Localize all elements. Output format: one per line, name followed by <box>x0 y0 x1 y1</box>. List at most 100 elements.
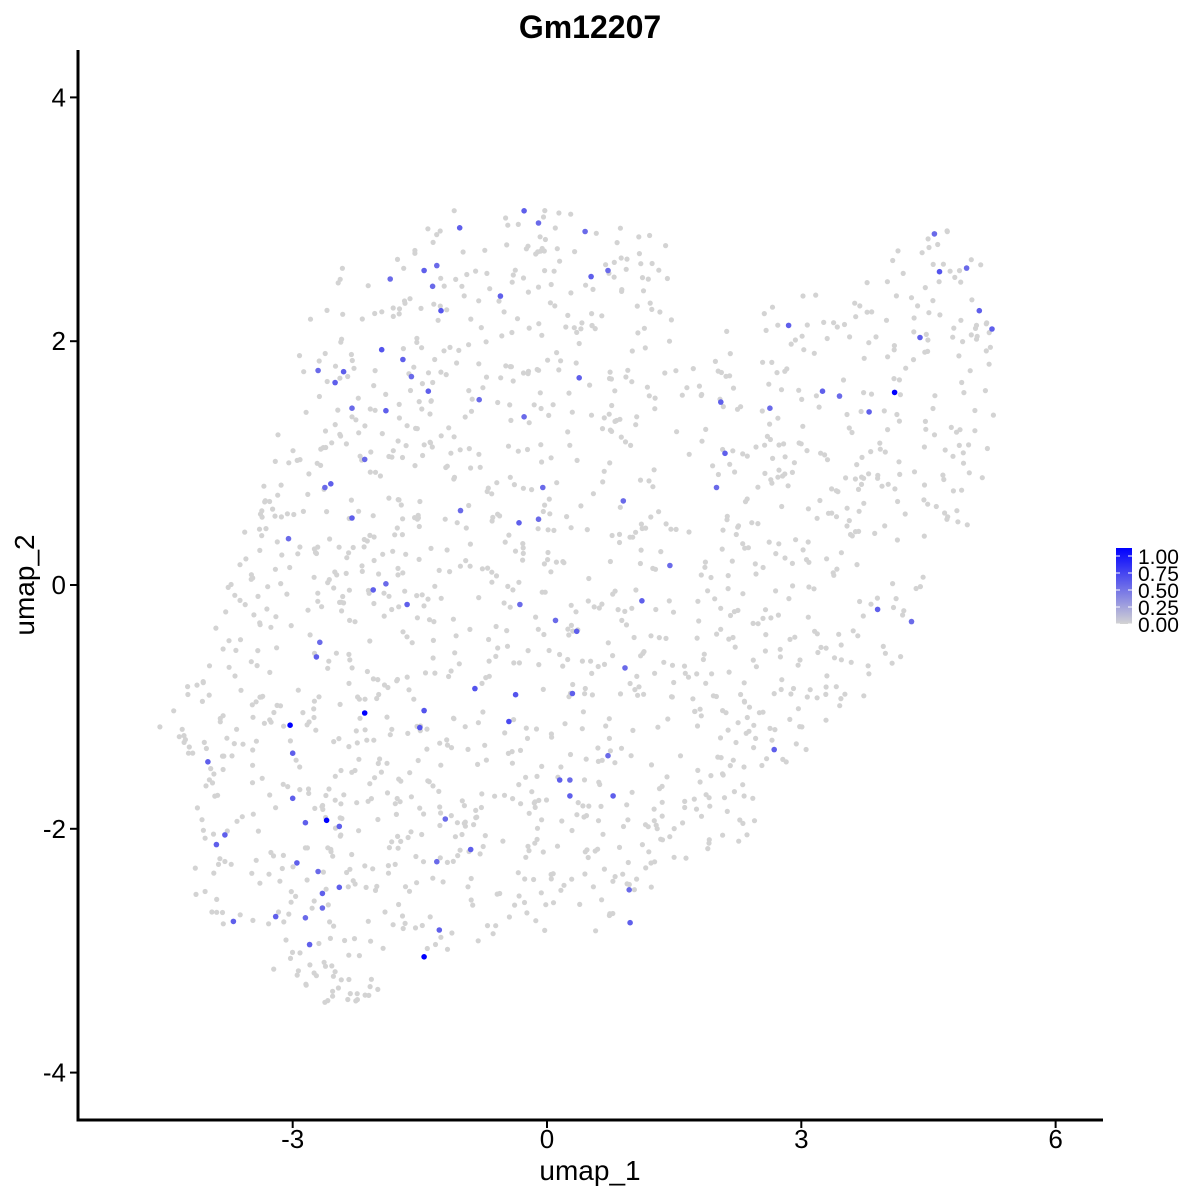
cell-point <box>595 663 601 670</box>
cell-point <box>986 361 992 367</box>
expressing-cell-point <box>497 293 504 299</box>
cell-point <box>451 208 457 214</box>
cell-point <box>525 368 532 374</box>
expressing-cell-point <box>989 326 995 332</box>
cell-point <box>185 750 192 756</box>
cell-point <box>948 424 954 430</box>
cell-point <box>619 287 625 293</box>
cell-point <box>384 790 391 796</box>
cell-point <box>750 657 756 663</box>
cell-point <box>455 853 461 859</box>
y-tick-label: 4 <box>52 82 66 112</box>
cell-point <box>348 497 354 503</box>
cell-point <box>940 472 946 478</box>
cell-point <box>763 632 769 638</box>
cell-point <box>801 347 807 353</box>
cell-point <box>277 878 283 884</box>
cell-point <box>565 312 571 318</box>
cell-point <box>386 453 392 460</box>
cell-point <box>436 567 442 574</box>
cell-point <box>753 735 759 742</box>
expressing-cell-point <box>383 407 389 414</box>
cell-point <box>520 545 526 551</box>
cell-point <box>670 609 677 615</box>
cell-point <box>738 691 744 698</box>
expressing-cell-point <box>332 379 338 386</box>
cell-point <box>219 909 226 916</box>
cell-point <box>190 750 196 756</box>
cell-point <box>233 647 239 654</box>
expressing-cell-point <box>767 405 773 412</box>
cell-point <box>947 268 953 274</box>
cell-point <box>372 407 378 413</box>
cell-point <box>588 658 594 664</box>
cell-point <box>526 420 532 426</box>
cell-point <box>250 714 256 720</box>
cell-point <box>595 846 601 852</box>
cell-point <box>320 869 326 875</box>
cell-point <box>211 771 217 777</box>
cell-point <box>652 406 658 412</box>
cell-point <box>372 469 379 475</box>
cell-point <box>335 985 341 991</box>
cell-point <box>936 279 942 285</box>
expressing-cell-point <box>836 393 843 399</box>
expressing-cell-point <box>785 322 792 329</box>
cell-point <box>286 460 292 466</box>
cell-point <box>724 328 730 334</box>
expressing-cell-point <box>626 887 632 893</box>
cell-point <box>956 268 963 274</box>
cell-point <box>557 258 563 264</box>
cell-point <box>780 756 786 763</box>
cell-point <box>868 601 874 607</box>
cell-point <box>483 374 490 380</box>
cell-point <box>646 849 652 855</box>
cell-point <box>766 381 772 387</box>
cell-point <box>450 715 457 721</box>
cell-point <box>281 723 287 729</box>
cell-point <box>346 680 352 687</box>
cell-point <box>733 739 739 746</box>
cell-point <box>588 412 595 418</box>
cell-point <box>580 803 586 809</box>
cell-point <box>782 555 788 561</box>
cell-point <box>589 311 595 317</box>
cell-point <box>420 859 427 865</box>
cell-point <box>885 427 891 433</box>
cell-point <box>639 842 646 848</box>
expressing-cell-point <box>289 750 296 756</box>
cell-point <box>860 613 866 619</box>
cell-point <box>968 332 974 338</box>
cell-point <box>920 574 926 580</box>
cell-point <box>390 313 396 319</box>
cell-point <box>674 429 680 435</box>
cell-point <box>327 935 333 942</box>
cell-point <box>404 674 410 680</box>
cell-point <box>316 358 322 364</box>
cell-point <box>547 300 554 306</box>
cell-point <box>866 671 872 677</box>
cell-point <box>607 369 613 375</box>
cell-point <box>400 925 406 932</box>
cell-point <box>315 598 321 604</box>
cell-point <box>734 406 741 412</box>
cell-point <box>533 918 539 924</box>
cell-point <box>504 643 511 649</box>
cell-point <box>322 428 329 434</box>
cell-point <box>280 852 286 859</box>
cell-point <box>663 521 669 527</box>
cell-point <box>601 468 607 474</box>
cell-point <box>224 735 230 741</box>
cell-point <box>894 537 901 543</box>
cell-point <box>921 497 927 503</box>
cell-point <box>471 822 477 828</box>
cell-point <box>701 651 707 657</box>
cell-point <box>930 298 936 304</box>
cell-point <box>686 529 692 535</box>
cell-point <box>259 775 265 781</box>
cell-point <box>443 464 449 471</box>
cell-point <box>755 621 761 627</box>
cell-point <box>629 789 635 795</box>
cell-point <box>550 900 557 906</box>
